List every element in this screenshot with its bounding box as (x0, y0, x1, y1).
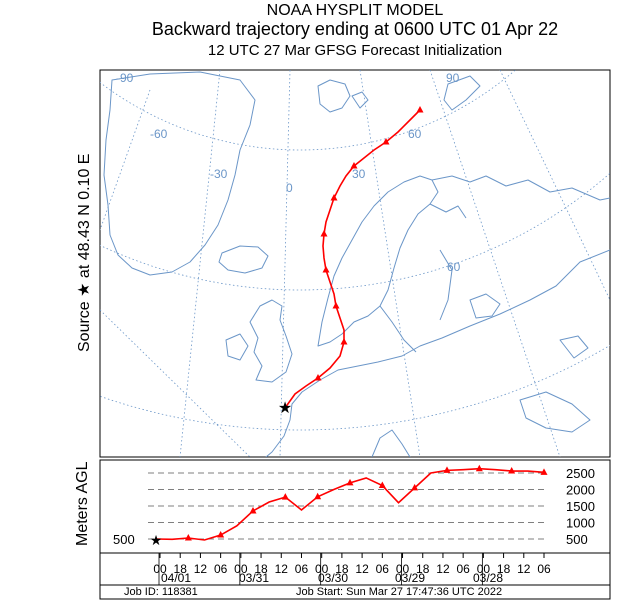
job-start-label: Job Start: Sun Mar 27 17:47:36 UTC 2022 (296, 586, 503, 598)
grid-label: 30 (352, 167, 366, 181)
height-tick-label: 2000 (566, 483, 595, 498)
hour-label: 00 (234, 562, 248, 576)
model-title: NOAA HYSPLIT MODEL (266, 2, 444, 19)
date-label: 03/29 (395, 571, 425, 585)
grid-label: -90 (116, 71, 134, 85)
hour-label: 00 (153, 562, 167, 576)
trajectory-title: Backward trajectory ending at 0600 UTC 0… (151, 19, 559, 39)
trajectory-marker (416, 106, 424, 113)
height-marker (411, 483, 419, 491)
height-marker (378, 481, 386, 489)
map-graticule (100, 70, 610, 457)
height-marker (217, 531, 225, 538)
hour-label: 18 (497, 562, 511, 576)
trajectory-marker (314, 374, 322, 381)
date-label: 03/30 (318, 571, 348, 585)
grid-label: 60 (447, 260, 461, 274)
hour-label: 12 (194, 562, 208, 576)
coastlines (103, 71, 610, 457)
hour-label: 06 (376, 562, 390, 576)
trajectory-marker (350, 162, 358, 169)
trajectory-marker (340, 338, 348, 345)
hour-label: 12 (355, 562, 369, 576)
hour-label: 12 (275, 562, 289, 576)
trajectory-marker (332, 302, 340, 309)
hour-label: 00 (396, 562, 410, 576)
height-marker (249, 506, 257, 514)
grid-label: 0 (286, 181, 293, 195)
grid-label: -60 (150, 127, 168, 141)
height-tick-label: 1000 (566, 516, 595, 531)
height-marker (443, 466, 451, 473)
height-marker (508, 467, 516, 474)
hour-label: 18 (416, 562, 430, 576)
hour-label: 00 (477, 562, 491, 576)
time-axis-panel: 00 18 12 06 00 18 12 06 00 18 12 06 00 18 12 06 00 18 12 06… (99, 552, 611, 600)
date-label: 03/28 (473, 571, 503, 585)
date-label: 04/01 (161, 571, 191, 585)
time-axis-frame (99, 552, 611, 600)
grid-label: 90 (446, 71, 460, 85)
height-tick-label: 1500 (566, 499, 595, 514)
height-marker (314, 492, 322, 500)
hour-label: 12 (517, 562, 531, 576)
height-marker (281, 493, 289, 500)
date-label: 03/31 (239, 571, 269, 585)
trajectory-path (284, 106, 424, 409)
hour-label: 06 (456, 562, 470, 576)
hour-labels: 00 18 12 06 00 18 12 06 00 18 12 06 00 18 12 06 00 18 12 06 (153, 562, 551, 576)
height-gridlines (148, 472, 548, 540)
height-marker (540, 468, 548, 475)
trajectory-marker (322, 266, 330, 273)
hour-label: 00 (315, 562, 329, 576)
trajectory-line (284, 109, 421, 409)
grid-label: 60 (408, 127, 422, 141)
start-star-icon: ★ (150, 532, 163, 548)
height-tick-label: 2500 (566, 466, 595, 481)
height-marker (475, 464, 483, 472)
height-marker (184, 534, 192, 541)
source-star-icon: ★ (278, 400, 292, 417)
grid-label: -30 (210, 167, 228, 181)
start-height-label: 500 (113, 532, 135, 547)
hour-label: 06 (537, 562, 551, 576)
hour-label: 18 (174, 562, 188, 576)
map-panel: -90 -60 -30 0 30 60 90 60 ★ (99, 69, 611, 458)
trajectory-marker (382, 138, 390, 145)
trajectory-marker (320, 230, 328, 237)
hour-label: 06 (214, 562, 228, 576)
hour-label: 06 (295, 562, 309, 576)
height-series (155, 464, 548, 541)
hour-label: 12 (436, 562, 450, 576)
forecast-init-subtitle: 12 UTC 27 Mar GFSG Forecast Initializati… (207, 42, 503, 59)
graticule-labels: -90 -60 -30 0 30 60 90 60 (116, 71, 461, 274)
height-marker (346, 478, 354, 486)
hour-label: 18 (254, 562, 268, 576)
job-id-label: Job ID: 118381 (124, 586, 198, 598)
trajectory-marker (330, 194, 338, 201)
date-labels: 04/01 03/31 03/30 03/29 03/28 (161, 571, 503, 585)
height-tick-label: 500 (566, 532, 588, 547)
map-frame (99, 69, 611, 458)
time-ticks (158, 553, 545, 585)
hour-label: 18 (335, 562, 349, 576)
